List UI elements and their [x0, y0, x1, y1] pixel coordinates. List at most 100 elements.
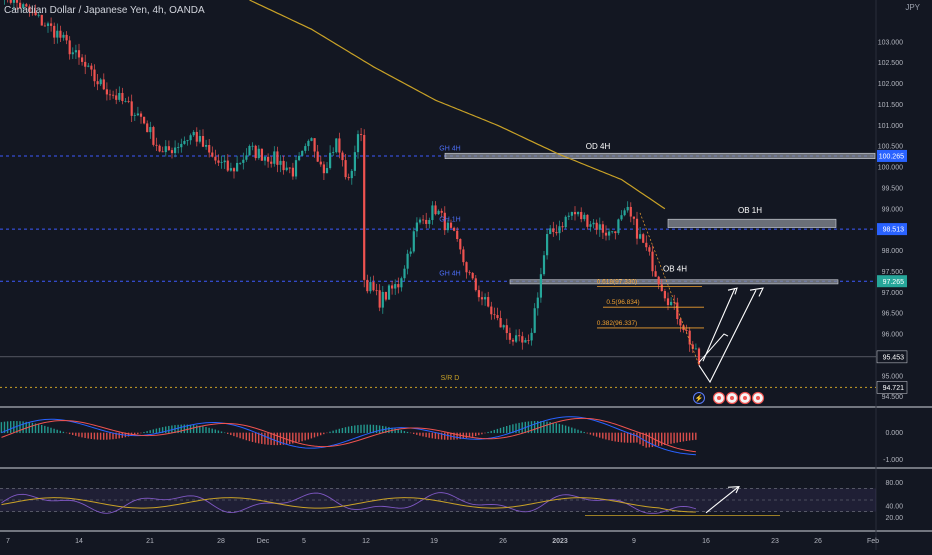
- candle-body: [617, 219, 619, 233]
- macd-histogram-bar: [320, 433, 321, 436]
- macd-histogram-bar: [236, 433, 237, 438]
- candle-body: [580, 212, 582, 219]
- macd-histogram-bar: [239, 433, 240, 439]
- macd-histogram-bar: [593, 433, 594, 436]
- candle-body: [103, 79, 105, 89]
- time-tick-label: 23: [771, 538, 779, 545]
- candle-body: [323, 164, 325, 173]
- candle-body: [515, 335, 517, 341]
- candle-body: [112, 95, 114, 96]
- candle-body: [146, 123, 148, 132]
- macd-histogram-bar: [44, 426, 45, 433]
- news-event-dot: [756, 396, 760, 400]
- time-tick-label: 16: [702, 538, 710, 545]
- rsi-tick-label: 20.00: [885, 515, 903, 522]
- macd-histogram-bar: [22, 421, 23, 433]
- macd-histogram-bar: [633, 433, 634, 443]
- candle-body: [159, 146, 161, 152]
- macd-histogram-bar: [305, 433, 306, 441]
- candle-body: [565, 217, 567, 227]
- macd-histogram-bar: [367, 425, 368, 433]
- macd-histogram-bar: [574, 429, 575, 433]
- candle-body: [655, 271, 657, 277]
- projection-arrow-b: [703, 288, 735, 361]
- macd-histogram-bar: [143, 432, 144, 433]
- arrow-head-a: [750, 288, 763, 296]
- candle-body: [363, 135, 365, 280]
- candle-body: [180, 144, 182, 147]
- candle-body: [407, 254, 409, 269]
- candle-body: [295, 160, 297, 176]
- news-event-dot: [730, 396, 734, 400]
- macd-histogram-bar: [577, 430, 578, 433]
- candle-body: [75, 50, 77, 52]
- candle-body: [90, 66, 92, 70]
- candle-body: [583, 215, 585, 219]
- macd-histogram-bar: [435, 433, 436, 439]
- candle-body: [329, 153, 331, 168]
- candle-body: [183, 141, 185, 144]
- candle-body: [53, 26, 55, 38]
- macd-histogram-bar: [475, 433, 476, 436]
- macd-histogram-bar: [212, 429, 213, 433]
- candle-body: [503, 325, 505, 327]
- candle-body: [351, 171, 353, 178]
- candle-body: [118, 93, 120, 100]
- macd-histogram-bar: [53, 429, 54, 433]
- candle-body: [314, 138, 316, 151]
- currency-label: JPY: [905, 3, 920, 12]
- candle-body: [376, 290, 378, 291]
- macd-histogram-bar: [140, 433, 141, 434]
- time-tick-label: 14: [75, 538, 83, 545]
- candle-body: [121, 93, 123, 101]
- candle-body: [72, 52, 74, 54]
- candle-body: [264, 157, 266, 161]
- price-tick-label: 97.000: [882, 290, 904, 297]
- candle-body: [62, 35, 64, 38]
- candle-body: [208, 145, 210, 153]
- macd-histogram-bar: [481, 433, 482, 435]
- candle-body: [143, 117, 145, 124]
- candle-body: [385, 292, 387, 300]
- candle-body: [152, 127, 154, 145]
- macd-histogram-bar: [267, 433, 268, 445]
- macd-histogram-bar: [522, 422, 523, 433]
- candle-body: [599, 224, 601, 230]
- annotation-label: GH 4H: [439, 271, 460, 278]
- candle-body: [267, 157, 269, 162]
- price-tick-label: 99.000: [882, 206, 904, 213]
- macd-histogram-bar: [332, 431, 333, 433]
- macd-histogram-bar: [63, 432, 64, 433]
- candle-body: [245, 155, 247, 159]
- macd-histogram-bar: [57, 430, 58, 433]
- candle-body: [509, 333, 511, 340]
- macd-histogram-bar: [407, 432, 408, 433]
- macd-histogram-bar: [661, 433, 662, 446]
- macd-histogram-bar: [624, 433, 625, 443]
- macd-histogram-bar: [363, 425, 364, 433]
- candle-body: [190, 135, 192, 140]
- macd-histogram-bar: [503, 427, 504, 433]
- macd-histogram-bar: [153, 429, 154, 433]
- macd-histogram-bar: [354, 425, 355, 433]
- candle-body: [568, 216, 570, 217]
- macd-histogram-bar: [286, 433, 287, 445]
- annotation-label: GH 4H: [439, 145, 460, 152]
- candle-body: [512, 340, 514, 342]
- macd-histogram-bar: [97, 433, 98, 440]
- macd-histogram-bar: [683, 433, 684, 442]
- candle-body: [276, 151, 278, 164]
- candle-body: [128, 101, 130, 102]
- candle-body: [534, 308, 536, 333]
- candle-body: [354, 152, 356, 171]
- candle-body: [667, 298, 669, 305]
- macd-histogram-bar: [590, 433, 591, 435]
- candle-body: [602, 224, 604, 232]
- level-price-label: 100.265: [879, 154, 904, 161]
- macd-histogram-bar: [357, 425, 358, 433]
- level-price-label: 97.265: [883, 279, 905, 286]
- macd-histogram-bar: [32, 423, 33, 433]
- candle-body: [459, 239, 461, 249]
- macd-histogram-bar: [10, 421, 11, 433]
